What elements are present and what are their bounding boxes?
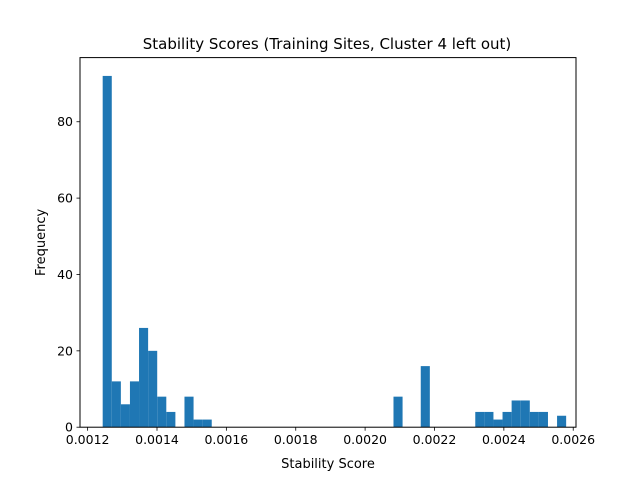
x-tick-label: 0.0018 [274, 432, 318, 447]
y-tick-label: 0 [65, 420, 73, 435]
x-tick-label: 0.0022 [413, 432, 457, 447]
histogram-bar [139, 327, 149, 428]
histogram-bar [420, 366, 430, 428]
histogram-bar [520, 400, 530, 428]
y-tick-label: 40 [57, 267, 73, 282]
histogram-bar [111, 381, 121, 428]
histogram-bar [120, 404, 130, 428]
histogram-bar [511, 400, 521, 428]
histogram-bars [102, 75, 567, 428]
x-tick-label: 0.0012 [66, 432, 110, 447]
histogram-bar [102, 75, 112, 428]
histogram-bar [148, 350, 158, 428]
x-axis-label: Stability Score [281, 457, 375, 472]
histogram-bar [475, 411, 485, 428]
y-axis-ticks: 0 20 40 60 80 [57, 114, 80, 435]
y-axis-label: Frequency [34, 209, 49, 276]
histogram-bar [184, 396, 194, 428]
histogram-bar [557, 415, 567, 428]
histogram-bar [193, 419, 203, 428]
histogram-bar [166, 411, 176, 428]
histogram-bar [484, 411, 494, 428]
x-axis-ticks: 0.0012 0.0014 0.0016 0.0018 0.0020 0.0022 0.00… [66, 427, 595, 447]
histogram-bar [157, 396, 167, 428]
histogram-bar [393, 396, 403, 428]
x-tick-label: 0.0026 [551, 432, 595, 447]
histogram-bar [502, 411, 512, 428]
x-tick-label: 0.0024 [482, 432, 526, 447]
y-tick-label: 80 [57, 114, 73, 129]
histogram-bar [129, 381, 140, 428]
plot-frame [79, 57, 577, 428]
histogram-bar [529, 411, 539, 428]
chart-title: Stability Scores (Training Sites, Cluste… [143, 35, 512, 53]
histogram-bar [202, 419, 212, 428]
x-tick-label: 0.0014 [135, 432, 179, 447]
y-tick-label: 20 [57, 343, 73, 358]
x-tick-label: 0.0016 [204, 432, 248, 447]
histogram-bar [538, 411, 548, 428]
x-tick-label: 0.0020 [343, 432, 387, 447]
histogram-bar [493, 419, 503, 428]
y-tick-label: 60 [57, 191, 73, 206]
